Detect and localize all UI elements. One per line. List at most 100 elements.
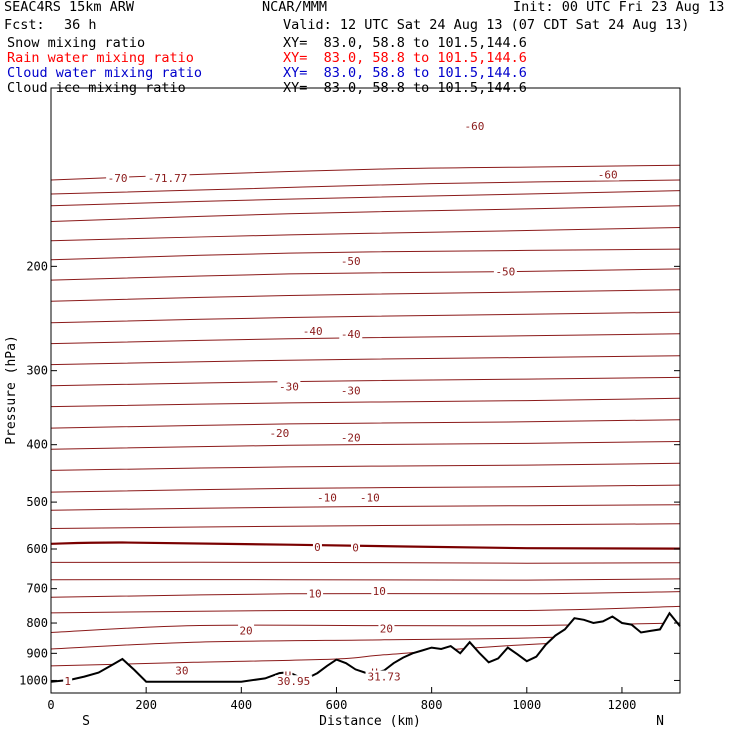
isotherm-line [50, 484, 681, 493]
isotherm-line [50, 227, 681, 242]
isotherm-line [50, 605, 681, 614]
x-tick-label: 800 [421, 698, 443, 712]
isotherm-line [50, 289, 681, 302]
isotherm-label: 30.95 [277, 675, 310, 688]
x-tick-label: 600 [326, 698, 348, 712]
isotherm-label-knockout [312, 540, 322, 553]
field-name-rain: Rain water mixing ratio [7, 50, 194, 66]
isotherm-line [50, 376, 681, 387]
isotherm-line [50, 355, 681, 366]
isotherm-label-knockout [596, 168, 620, 181]
isotherm-label: -71.77 [148, 172, 188, 185]
isotherm-label-knockout [339, 431, 363, 444]
x-tick-label: 0 [47, 698, 54, 712]
direction-south-label: S [82, 714, 90, 729]
isotherm-label-knockout [365, 670, 403, 683]
isotherm-line [50, 205, 681, 222]
init-time: Init: 00 UTC Fri 23 Aug 13 [513, 0, 725, 15]
isotherm-label-knockout [339, 255, 363, 268]
isotherm-label-knockout [106, 172, 130, 185]
isotherm-line [50, 541, 681, 550]
isotherm-line [50, 333, 681, 345]
direction-north-label: N [656, 714, 664, 729]
y-tick-label: 900 [26, 646, 48, 660]
forecast-label: Fcst: [4, 17, 45, 33]
isotherm-label-knockout [339, 327, 363, 340]
isotherm-label: -40 [303, 325, 323, 338]
isotherm-label-knockout [275, 675, 313, 688]
isotherm-line [50, 268, 681, 281]
isotherm-label: 10 [373, 585, 386, 598]
y-tick-label: 600 [26, 542, 48, 556]
isotherm-label: -30 [279, 380, 299, 393]
isotherm-line [50, 504, 681, 511]
isotherm-label: -50 [341, 255, 361, 268]
isotherm-label: -60 [465, 120, 485, 133]
isotherm-label: 0 [314, 541, 321, 554]
isotherm-label-knockout [173, 664, 190, 677]
isotherm-line [50, 190, 681, 207]
terrain-fill [51, 613, 680, 693]
isotherm-label: 1 [64, 675, 71, 688]
y-tick-label: 1000 [19, 673, 48, 687]
isotherm-label-knockout [307, 587, 324, 600]
y-tick-label: 800 [26, 616, 48, 630]
isotherm-line [50, 397, 681, 408]
isotherm-label: 30 [175, 664, 188, 677]
isotherm-label-knockout [145, 172, 190, 185]
x-tick-label: 1000 [512, 698, 541, 712]
terrain-line [50, 611, 681, 683]
isotherm-label-knockout [63, 674, 73, 687]
isotherm-label: 20 [380, 622, 393, 635]
isotherm-label: 20 [239, 624, 252, 637]
isotherm-label: -50 [495, 265, 515, 278]
y-tick-label: 400 [26, 438, 48, 452]
isotherm-label-knockout [315, 491, 339, 504]
field-name-cloud-water: Cloud water mixing ratio [7, 65, 203, 81]
forecast-hours: 36 h [64, 17, 97, 33]
x-tick-label: 200 [135, 698, 157, 712]
isotherm-label-layer: -70 -71.77 -60 -60 -50 -50 -40 -40 -30 -30 -20 -20 -… [63, 120, 620, 688]
isotherm-label-knockout [267, 426, 291, 439]
y-tick-label: 200 [26, 259, 48, 273]
field-xy-rain: XY= 83.0, 58.8 to 101.5,144.6 [283, 50, 527, 66]
isotherm-line [50, 462, 681, 471]
isotherm-label: 0 [352, 542, 359, 555]
field-xy-snow: XY= 83.0, 58.8 to 101.5,144.6 [283, 35, 527, 51]
isotherm-line [50, 179, 681, 195]
terrain-layer [50, 611, 681, 693]
isotherm-layer [50, 164, 681, 667]
isotherm-label: -70 [108, 172, 128, 185]
isotherm-label-knockout [378, 622, 395, 635]
isotherm-line [50, 441, 681, 450]
isotherm-label: 31.73 [367, 671, 400, 684]
isotherm-label-knockout [339, 384, 363, 397]
y-axis-title: Pressure (hPa) [4, 335, 19, 445]
isotherm-line [50, 419, 681, 429]
isotherm-label: -40 [341, 328, 361, 341]
isotherm-label: -20 [269, 427, 289, 440]
isotherm-line [50, 311, 681, 324]
field-xy-cloud-water: XY= 83.0, 58.8 to 101.5,144.6 [283, 65, 527, 81]
isotherm-label-knockout [462, 120, 486, 133]
x-tick-label: 1200 [608, 698, 637, 712]
isotherm-label: -10 [360, 491, 380, 504]
isotherm-label: -20 [341, 432, 361, 445]
isotherm-label-knockout [277, 380, 301, 393]
organization: NCAR/MMM [262, 0, 328, 15]
valid-time: Valid: 12 UTC Sat 24 Aug 13 (07 CDT Sat … [283, 17, 690, 33]
isotherm-line [50, 164, 681, 181]
isotherm-line [50, 523, 681, 529]
isotherm-label: 10 [308, 587, 321, 600]
isotherm-label: -10 [317, 491, 337, 504]
isotherm-label: -60 [598, 169, 618, 182]
isotherm-label-knockout [238, 624, 255, 637]
isotherm-label-knockout [371, 585, 388, 598]
x-axis-title: Distance (km) [319, 714, 421, 729]
isotherm-line [50, 578, 681, 581]
isotherm-label-knockout [493, 265, 517, 278]
y-tick-label: 300 [26, 364, 48, 378]
y-tick-label: 700 [26, 582, 48, 596]
